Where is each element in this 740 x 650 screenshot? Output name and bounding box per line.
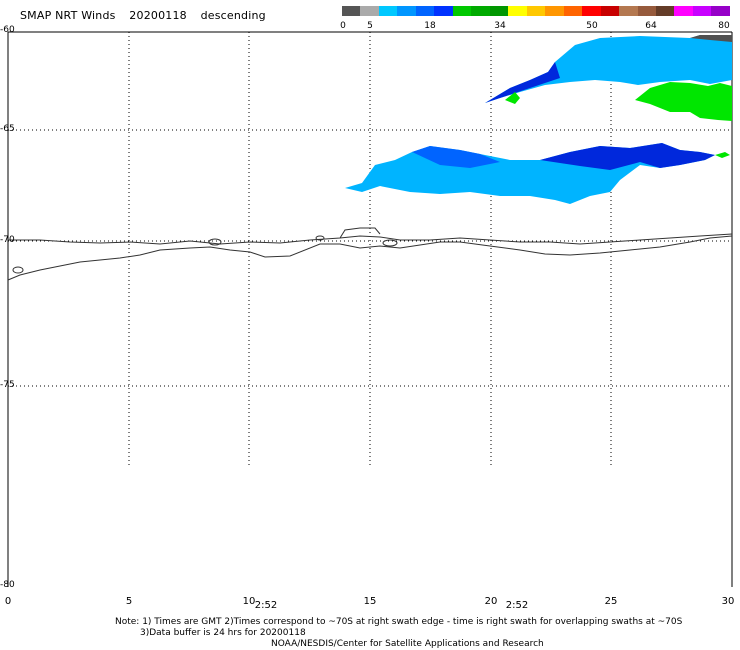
- colorbar-tick-label: 0: [340, 21, 346, 31]
- graticule: [8, 32, 732, 467]
- colorbar-segment: [397, 6, 416, 16]
- colorbar-tick-label: 34: [494, 21, 506, 31]
- lat-label-60: -60: [0, 25, 15, 35]
- lat-label-70: -70: [0, 235, 15, 245]
- coastline-bump: [339, 227, 381, 239]
- colorbar-tick-label: 18: [424, 21, 436, 31]
- swath-green: [635, 82, 732, 121]
- colorbar-segment: [360, 6, 379, 16]
- land-mask: [690, 35, 732, 42]
- coast-island: [315, 235, 325, 241]
- swath-green-tip: [715, 152, 730, 158]
- coastline-inner: [7, 235, 733, 281]
- lat-label-75: -75: [0, 380, 15, 390]
- lon-label-30: 30: [721, 596, 735, 607]
- colorbar-segment: [637, 6, 656, 16]
- swath-dark-blue-edge: [485, 62, 560, 103]
- footnote-line-1: Note: 1) Times are GMT 2)Times correspon…: [115, 617, 683, 627]
- credit-line: NOAA/NESDIS/Center for Satellite Applica…: [271, 639, 544, 649]
- colorbar-segment: [508, 6, 527, 16]
- colorbar-segment: [342, 6, 361, 16]
- colorbar-segment: [434, 6, 453, 16]
- colorbar-segment: [415, 6, 435, 16]
- antarctic-coastline: [7, 227, 733, 281]
- lon-label-0: 0: [4, 596, 12, 607]
- swath-light-blue: [485, 35, 732, 103]
- colorbar-segment: [655, 6, 675, 16]
- colorbar-segment: [526, 6, 546, 16]
- swath-green-small: [505, 92, 520, 104]
- swath-mid-blue: [412, 146, 500, 168]
- product-name: SMAP NRT Winds: [20, 9, 116, 22]
- wind-swath-south: [345, 143, 730, 204]
- pass-direction: descending: [200, 9, 266, 22]
- colorbar-segment: [545, 6, 564, 16]
- coast-island: [208, 238, 222, 246]
- swath-time-label: 2:52: [505, 600, 529, 611]
- lon-label-25: 25: [604, 596, 618, 607]
- colorbar-segment: [600, 6, 620, 16]
- colorbar-tick-label: 80: [718, 21, 730, 31]
- ice-shelf-edge: [8, 233, 733, 245]
- colorbar-tick-label: 50: [586, 21, 598, 31]
- swath-dark-blue: [540, 143, 715, 170]
- colorbar-segment: [563, 6, 583, 16]
- lon-label-5: 5: [125, 596, 133, 607]
- wind-speed-colorbar: [342, 6, 730, 16]
- colorbar-segment: [674, 6, 693, 16]
- footnote-line-2: 3)Data buffer is 24 hrs for 20200118: [140, 628, 306, 638]
- lat-label-65: -65: [0, 124, 15, 134]
- map-title: SMAP NRT Winds 20200118 descending: [20, 9, 276, 22]
- colorbar-segment: [489, 6, 509, 16]
- colorbar-segment: [692, 6, 712, 16]
- wind-swath-north: [485, 35, 732, 121]
- colorbar-tick-label: 5: [367, 21, 373, 31]
- colorbar-segment: [378, 6, 398, 16]
- lon-label-15: 15: [363, 596, 377, 607]
- coast-island: [382, 239, 398, 247]
- colorbar-segment: [619, 6, 638, 16]
- colorbar-segment: [452, 6, 472, 16]
- colorbar-segment: [471, 6, 490, 16]
- coast-island: [12, 266, 24, 274]
- colorbar-segment: [582, 6, 601, 16]
- colorbar-segment: [711, 6, 730, 16]
- colorbar-tick-label: 64: [645, 21, 657, 31]
- lon-label-10: 10: [242, 596, 256, 607]
- lat-label-80: -80: [0, 580, 15, 590]
- product-date: 20200118: [129, 9, 187, 22]
- swath-time-label: 2:52: [254, 600, 278, 611]
- lon-label-20: 20: [484, 596, 498, 607]
